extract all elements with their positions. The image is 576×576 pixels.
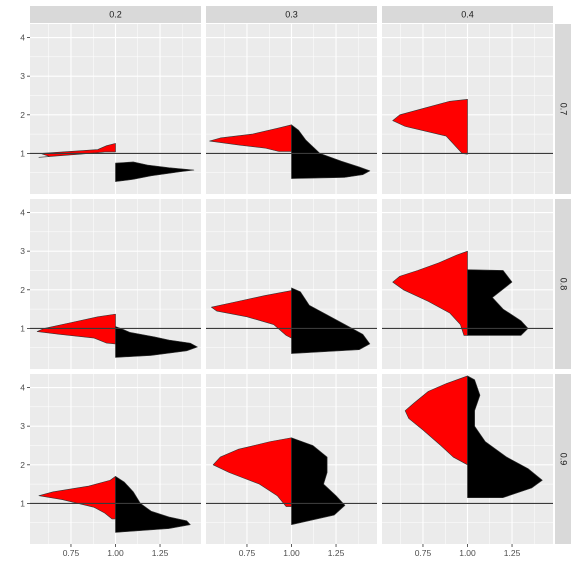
violin-right-half [467, 375, 543, 498]
x-axis-tick-label: 0.75 [63, 548, 80, 558]
col-strip-label: 0.2 [109, 10, 122, 20]
violin-right-half [291, 287, 371, 354]
violin-left-half [211, 290, 292, 339]
violin-right-half [291, 124, 371, 179]
y-axis-tick-label: 2 [20, 285, 25, 295]
violin-right-half [115, 476, 191, 533]
col-strip-label: 0.3 [285, 10, 298, 20]
violin-right-half [115, 326, 198, 358]
y-axis-tick-label: 3 [20, 71, 25, 81]
violin-left-half [212, 437, 292, 507]
y-axis-tick-label: 2 [20, 110, 25, 120]
violin-left-half [38, 476, 116, 520]
x-axis-tick-label: 1.25 [504, 548, 521, 558]
x-axis-tick-label: 1.00 [283, 548, 300, 558]
y-axis-tick-label: 2 [20, 460, 25, 470]
x-axis-tick-label: 0.75 [415, 548, 432, 558]
x-axis-tick-label: 1.00 [459, 548, 476, 558]
y-axis-tick-label: 4 [20, 383, 25, 393]
y-axis-tick-label: 1 [20, 323, 25, 333]
row-strip [555, 199, 571, 369]
row-strip-label: 0.8 [559, 278, 569, 291]
row-strip [555, 24, 571, 194]
x-axis-tick-label: 1.25 [328, 548, 345, 558]
row-strip [555, 374, 571, 544]
y-axis-tick-label: 4 [20, 33, 25, 43]
row-strip-label: 0.7 [559, 103, 569, 116]
row-strip-label: 0.9 [559, 453, 569, 466]
violin-right-half [467, 269, 529, 336]
x-axis-tick-label: 0.75 [239, 548, 256, 558]
y-axis-tick-label: 4 [20, 208, 25, 218]
y-axis-tick-label: 1 [20, 148, 25, 158]
col-strip-label: 0.4 [461, 10, 474, 20]
col-strip [30, 6, 201, 23]
y-axis-tick-label: 3 [20, 421, 25, 431]
x-axis-tick-label: 1.25 [152, 548, 169, 558]
violin-left-half [404, 375, 468, 466]
x-axis-tick-label: 1.00 [107, 548, 124, 558]
y-axis-tick-label: 3 [20, 246, 25, 256]
violin-left-half [392, 250, 468, 336]
col-strip [206, 6, 377, 23]
col-strip [382, 6, 553, 23]
y-axis-tick-label: 1 [20, 498, 25, 508]
violin-left-half [209, 124, 292, 152]
violin-right-half [115, 161, 195, 182]
